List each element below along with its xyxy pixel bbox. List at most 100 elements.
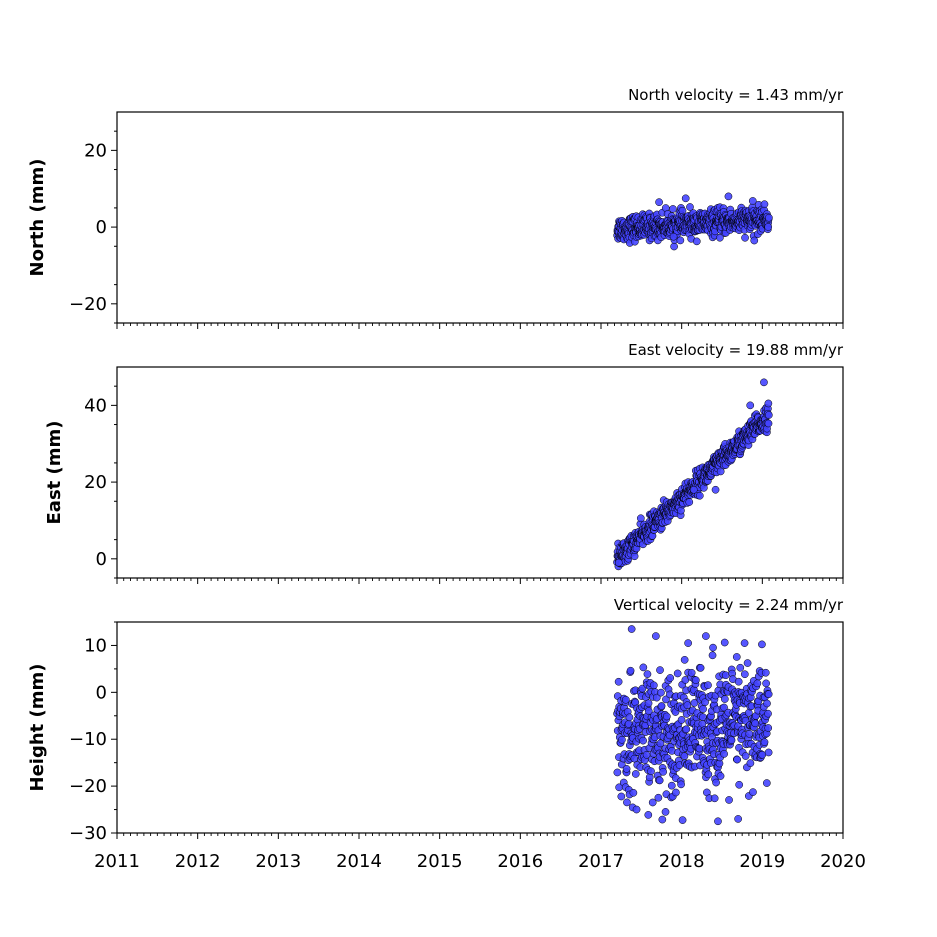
data-point [720, 695, 729, 703]
data-point [716, 772, 725, 780]
data-point [741, 752, 750, 760]
x-axis [116, 578, 844, 584]
data-point [749, 788, 757, 796]
data-point [702, 632, 710, 640]
panel-title: North velocity = 1.43 mm/yr [628, 86, 844, 104]
data-point [760, 738, 769, 747]
data-point [708, 651, 717, 660]
y-tick-label: −20 [69, 294, 107, 315]
data-point [764, 419, 773, 428]
data-point [720, 703, 728, 712]
data-point [745, 729, 754, 738]
data-point [720, 750, 728, 758]
data-point [684, 639, 692, 647]
data-point [682, 725, 691, 734]
data-point [658, 815, 667, 824]
data-point [712, 778, 720, 787]
data-point [733, 755, 742, 764]
data-point [689, 485, 698, 494]
data-point [649, 681, 658, 690]
data-point [696, 664, 705, 672]
data-point [676, 236, 685, 245]
data-point [720, 638, 729, 647]
x-tick-label: 2019 [739, 851, 785, 872]
data-point [764, 411, 773, 419]
data-point [704, 770, 713, 779]
data-point [736, 663, 745, 672]
data-point [764, 709, 772, 718]
data-point [683, 701, 692, 710]
data-points [613, 625, 773, 826]
panel-title: East velocity = 19.88 mm/yr [628, 341, 844, 359]
data-point [678, 816, 687, 824]
data-points [613, 378, 773, 571]
data-point [741, 233, 749, 242]
data-point [636, 514, 645, 523]
data-point [758, 640, 766, 649]
x-tick-label: 2018 [659, 851, 705, 872]
data-point [654, 793, 663, 802]
data-point [661, 808, 670, 816]
data-point [725, 796, 733, 804]
data-point [746, 759, 755, 768]
data-point [704, 681, 712, 690]
data-point [644, 699, 653, 708]
data-points [613, 192, 773, 251]
data-point [623, 798, 631, 807]
y-tick-label: −30 [69, 823, 107, 844]
panel-title: Vertical velocity = 2.24 mm/yr [614, 596, 844, 614]
data-point [677, 780, 685, 789]
data-point [695, 491, 704, 500]
data-point [740, 639, 749, 647]
data-point [764, 748, 773, 757]
data-point [760, 200, 769, 209]
data-point [751, 719, 760, 728]
data-point [765, 213, 773, 222]
data-point [670, 242, 678, 251]
data-point [716, 467, 725, 476]
y-axis-label: Height (mm) [27, 664, 48, 792]
data-point [656, 739, 665, 748]
data-point [648, 798, 657, 807]
data-point [714, 817, 722, 826]
x-tick-label: 2017 [578, 851, 624, 872]
axes-frame [116, 366, 844, 579]
data-point [681, 194, 690, 203]
y-tick-label: 20 [84, 140, 107, 161]
data-point [657, 702, 666, 710]
data-point [721, 671, 730, 680]
data-point [764, 399, 773, 408]
y-axis-label: North (mm) [27, 159, 48, 277]
data-point [734, 677, 743, 686]
data-point [655, 198, 663, 206]
data-point [761, 668, 770, 677]
data-point [764, 223, 773, 231]
data-point [666, 674, 675, 682]
x-tick-label: 2012 [175, 851, 221, 872]
data-point [629, 788, 638, 797]
data-point [669, 232, 678, 241]
data-point [734, 815, 742, 823]
data-point [692, 676, 700, 684]
data-point [627, 625, 636, 633]
x-axis: 2011 2012 2013 2014 2015 2016 2017 2018 2019 2020 [94, 833, 866, 872]
data-point [613, 768, 622, 777]
y-tick-label: 0 [96, 549, 107, 570]
y-tick-label: 10 [84, 635, 107, 656]
data-point [748, 197, 757, 205]
data-point [618, 735, 626, 744]
data-point [692, 237, 701, 246]
y-tick-label: 20 [84, 472, 107, 493]
y-axis: 0 20 40 [84, 385, 117, 579]
east-panel: 0 20 40 East velocity = 19.88 mm/yr East (mm… [44, 341, 844, 584]
data-point [655, 776, 664, 785]
data-point [644, 811, 653, 819]
data-point [614, 558, 623, 567]
data-point [762, 679, 770, 688]
x-tick-label: 2011 [94, 851, 140, 872]
data-point [667, 781, 676, 790]
data-point [732, 653, 741, 661]
height-panel: −30 −20 −10 0 10 2011 2012 2013 2014 2015 2016 2017… [27, 596, 866, 872]
data-point [656, 666, 664, 674]
